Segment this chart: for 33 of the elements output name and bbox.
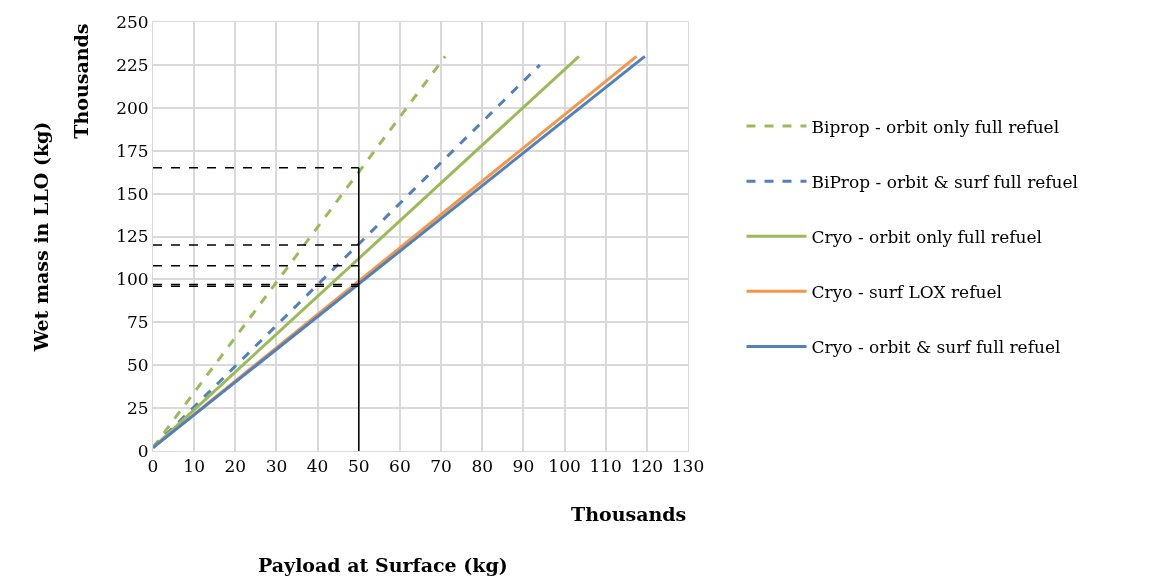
x-tick-label: 100 <box>548 456 581 477</box>
x-tick-label: 50 <box>347 456 370 477</box>
x-tick-label: 10 <box>183 456 205 477</box>
y-tick-label: 150 <box>116 183 149 204</box>
legend-label: Cryo - orbit & surf full refuel <box>811 337 1061 358</box>
x-axis-title: Payload at Surface (kg) <box>258 554 508 576</box>
text: Thousands <box>69 23 92 139</box>
x-tick-label: 20 <box>224 456 247 477</box>
legend-label: Biprop - orbit only full refuel <box>811 116 1060 137</box>
y-tick-label: 225 <box>116 54 149 75</box>
y-tick-label: 100 <box>116 269 149 290</box>
y-tick-label: 250 <box>116 11 149 32</box>
x-tick-label: 30 <box>265 456 288 477</box>
legend-label: BiProp - orbit & surf full refuel <box>811 171 1079 192</box>
legend-label: Cryo - orbit only full refuel <box>811 226 1043 247</box>
x-tick-label: 120 <box>630 456 664 477</box>
x-tick-label: 80 <box>471 456 494 477</box>
y-tick-label: 25 <box>126 398 149 419</box>
y-tick-label: 200 <box>116 97 149 118</box>
text: Thousands <box>571 503 687 525</box>
y-axis-title: Wet mass in LLO (kg) <box>30 121 53 353</box>
x-tick-label: 130 <box>671 456 705 477</box>
x-tick-label: 40 <box>306 456 329 477</box>
legend-label: Cryo - surf LOX refuel <box>811 281 1002 302</box>
x-tick-label: 90 <box>512 456 535 477</box>
y-tick-label: 125 <box>116 226 149 247</box>
y-tick-label: 50 <box>126 355 149 376</box>
y-tick-label: 0 <box>137 440 149 461</box>
x-tick-label: 70 <box>430 456 452 477</box>
x-tick-label: 60 <box>389 456 411 477</box>
x-tick-label: 110 <box>589 456 622 477</box>
y-tick-label: 175 <box>116 140 149 161</box>
y-tick-label: 75 <box>126 312 149 333</box>
